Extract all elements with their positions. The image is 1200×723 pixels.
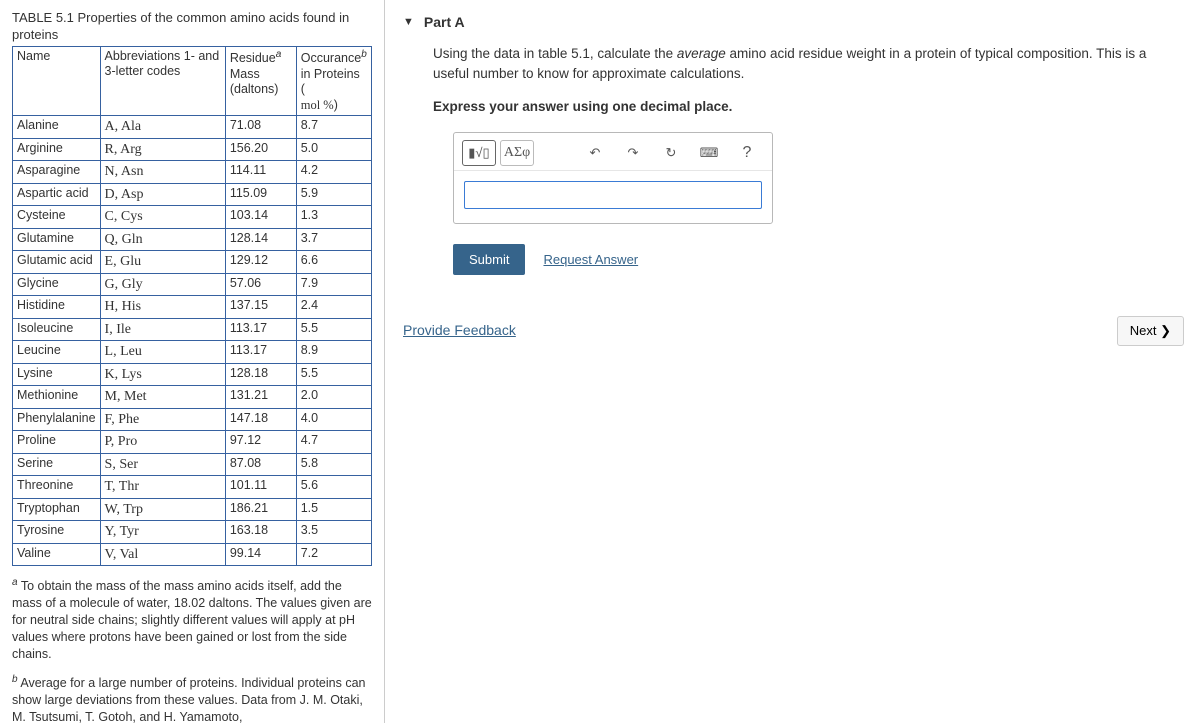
keyboard-icon: ⌨	[700, 145, 719, 161]
table-row: HistidineH, His137.152.4	[13, 296, 372, 319]
answer-instruction: Express your answer using one decimal pl…	[403, 99, 1182, 114]
provide-feedback-link[interactable]: Provide Feedback	[403, 322, 516, 338]
undo-tool[interactable]: ↶	[578, 140, 612, 166]
footnote-b: b Average for a large number of proteins…	[12, 673, 372, 723]
request-answer-link[interactable]: Request Answer	[543, 252, 638, 267]
next-button[interactable]: Next ❯	[1117, 316, 1184, 346]
templates-tool[interactable]: ▮√▯	[462, 140, 496, 166]
col-mass: Residuea Mass (daltons)	[225, 46, 296, 116]
table-row: CysteineC, Cys103.141.3	[13, 206, 372, 229]
keyboard-tool[interactable]: ⌨	[692, 140, 726, 166]
table-row: LeucineL, Leu113.178.9	[13, 341, 372, 364]
table-caption: TABLE 5.1 Properties of the common amino…	[12, 10, 372, 44]
answer-toolbar: ▮√▯ ΑΣφ ↶ ↷ ↻ ⌨ ?	[454, 133, 772, 171]
table-row: Glutamic acidE, Glu129.126.6	[13, 251, 372, 274]
table-row: AsparagineN, Asn114.114.2	[13, 161, 372, 184]
answer-input[interactable]	[464, 181, 762, 209]
reset-icon: ↻	[666, 145, 677, 161]
undo-icon: ↶	[590, 145, 601, 161]
reset-tool[interactable]: ↻	[654, 140, 688, 166]
table-row: ProlineP, Pro97.124.7	[13, 431, 372, 454]
footnote-a: a To obtain the mass of the mass amino a…	[12, 576, 372, 663]
part-label: Part A	[424, 14, 465, 30]
part-header[interactable]: ▼ Part A	[403, 10, 1182, 44]
question-text: Using the data in table 5.1, calculate t…	[403, 44, 1182, 85]
table-row: GlutamineQ, Gln128.143.7	[13, 228, 372, 251]
table-row: ArginineR, Arg156.205.0	[13, 138, 372, 161]
answer-box: ▮√▯ ΑΣφ ↶ ↷ ↻ ⌨ ?	[453, 132, 773, 224]
table-row: MethionineM, Met131.212.0	[13, 386, 372, 409]
table-row: SerineS, Ser87.085.8	[13, 453, 372, 476]
table-row: ThreonineT, Thr101.115.6	[13, 476, 372, 499]
caret-down-icon: ▼	[403, 16, 414, 28]
col-occurance: Occuranceb in Proteins ( mol %)	[296, 46, 371, 116]
submit-button[interactable]: Submit	[453, 244, 525, 275]
table-row: ValineV, Val99.147.2	[13, 543, 372, 566]
help-icon: ?	[743, 144, 752, 162]
table-row: GlycineG, Gly57.067.9	[13, 273, 372, 296]
redo-tool[interactable]: ↷	[616, 140, 650, 166]
col-name: Name	[13, 46, 101, 116]
table-row: AlanineA, Ala71.088.7	[13, 116, 372, 139]
table-row: Aspartic acidD, Asp115.095.9	[13, 183, 372, 206]
table-row: IsoleucineI, Ile113.175.5	[13, 318, 372, 341]
reference-panel: TABLE 5.1 Properties of the common amino…	[0, 0, 385, 723]
table-row: TryptophanW, Trp186.211.5	[13, 498, 372, 521]
amino-acid-table: Name Abbreviations 1- and 3-letter codes…	[12, 46, 372, 567]
symbols-tool[interactable]: ΑΣφ	[500, 140, 534, 166]
table-row: LysineK, Lys128.185.5	[13, 363, 372, 386]
table-row: PhenylalanineF, Phe147.184.0	[13, 408, 372, 431]
question-panel: ▼ Part A Using the data in table 5.1, ca…	[385, 0, 1200, 723]
col-abbrev: Abbreviations 1- and 3-letter codes	[100, 46, 225, 116]
redo-icon: ↷	[628, 145, 639, 161]
help-tool[interactable]: ?	[730, 140, 764, 166]
table-row: TyrosineY, Tyr163.183.5	[13, 521, 372, 544]
